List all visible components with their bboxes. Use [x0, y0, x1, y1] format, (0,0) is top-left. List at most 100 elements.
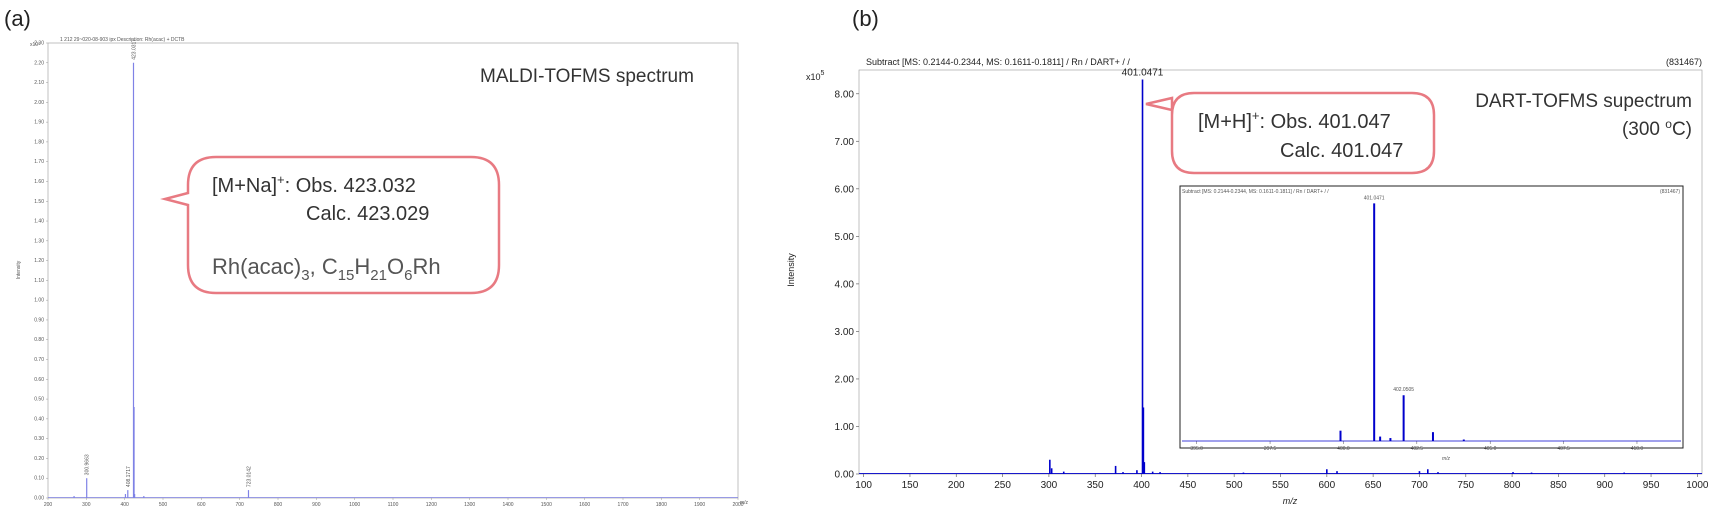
x-tick-label: 1900 [694, 502, 705, 508]
x-tick-label: 300 [1041, 480, 1058, 491]
y-tick-label: 2.00 [835, 374, 855, 385]
peak-label: 723.0142 [246, 466, 252, 487]
panel-b-label: (b) [852, 6, 879, 31]
panel-a-callout-line1: [M+Na]+: Obs. 423.032 [212, 172, 416, 197]
panel-b-peaks [859, 79, 1702, 474]
x-tick-label: 850 [1550, 480, 1567, 491]
panel-a-exponent: x10³ [30, 42, 40, 48]
y-tick-label: 8.00 [835, 89, 855, 100]
x-tick-label: 1800 [656, 502, 667, 508]
y-tick-label: 1.90 [34, 120, 44, 126]
inset-x-tick-label: 397.5 [1264, 446, 1277, 452]
panel-b-x-ticks: 100 150 200 250 300 350 400 450 500 550 600 650 700 7… [855, 474, 1709, 491]
y-tick-label: 2.30 [34, 41, 44, 47]
x-tick-label: 1300 [464, 502, 475, 508]
panel-b-title-line1: DART-TOFMS supectrum [1475, 91, 1692, 112]
peak-label: 300.9663 [85, 454, 91, 475]
y-tick-label: 1.70 [34, 159, 44, 165]
inset-x-tick-label: 395.0 [1190, 446, 1203, 452]
peak-label: 401.0471 [1122, 68, 1164, 79]
x-tick-label: 800 [274, 502, 283, 508]
panel-b-header-id: (831467) [1666, 57, 1702, 67]
x-tick-label: 450 [1180, 480, 1197, 491]
panel-a-x-ticks: 200 300 400 500 600 700 800 900 1000 1100 1200 1300… [44, 498, 744, 508]
panel-a-title: MALDI-TOFMS spectrum [480, 66, 694, 87]
panel-b-callout-bubble [1145, 91, 1436, 175]
inset-peak-labels: 401.0471 402.0505 [1364, 195, 1415, 393]
inset-peak-label: 401.0471 [1364, 195, 1385, 201]
y-tick-label: 0.40 [34, 416, 44, 422]
x-tick-label: 800 [1504, 480, 1521, 491]
panel-a-callout: [M+Na]+: Obs. 423.032 Calc. 423.029 Rh(a… [160, 155, 501, 295]
y-tick-label: 5.00 [835, 232, 855, 243]
panel-a-y-ticks: 0.00 0.10 0.20 0.30 0.40 0.50 0.60 0.70 0.80 0.90… [34, 41, 48, 502]
inset-x-tick-label: 407.5 [1557, 446, 1570, 452]
x-tick-label: 400 [1133, 480, 1150, 491]
x-tick-label: 750 [1457, 480, 1474, 491]
x-tick-label: 100 [855, 480, 872, 491]
x-tick-label: 2000 [732, 502, 743, 508]
x-tick-label: 400 [120, 502, 129, 508]
x-tick-label: 200 [44, 502, 53, 508]
x-tick-label: 900 [1596, 480, 1613, 491]
panel-b-title-line2: (300 oC) [1622, 117, 1692, 140]
x-tick-label: 1600 [579, 502, 590, 508]
y-tick-label: 1.10 [34, 278, 44, 284]
panel-b-callout-line1: [M+H]+: Obs. 401.047 [1198, 108, 1391, 133]
x-tick-label: 150 [902, 480, 919, 491]
y-tick-label: 2.00 [34, 100, 44, 106]
y-tick-label: 1.40 [34, 219, 44, 225]
inset-x-tick-label: 400.0 [1337, 446, 1350, 452]
y-tick-label: 3.00 [835, 327, 855, 338]
y-tick-label: 0.80 [34, 337, 44, 343]
inset-header-id: (831467) [1660, 189, 1680, 195]
y-tick-label: 0.70 [34, 357, 44, 363]
x-tick-label: 500 [159, 502, 168, 508]
y-tick-label: 0.60 [34, 377, 44, 383]
x-tick-label: 250 [994, 480, 1011, 491]
x-tick-label: 700 [1411, 480, 1428, 491]
panel-a-ylabel: Intensity [16, 260, 22, 279]
inset-x-tick-label: 410.0 [1631, 446, 1644, 452]
peak-label: 423.0317 [131, 39, 137, 60]
y-tick-label: 6.00 [835, 184, 855, 195]
peak-label: 408.1717 [126, 466, 132, 487]
panel-a-callout-formula: Rh(acac)3, C15H21O6Rh [212, 254, 441, 284]
inset-peak-label: 402.0505 [1393, 387, 1414, 393]
x-tick-label: 650 [1365, 480, 1382, 491]
y-tick-label: 4.00 [835, 279, 855, 290]
x-tick-label: 900 [312, 502, 321, 508]
y-tick-label: 0.30 [34, 436, 44, 442]
x-tick-label: 700 [235, 502, 244, 508]
panel-b-exponent: x105 [806, 70, 825, 82]
x-tick-label: 200 [948, 480, 965, 491]
y-tick-label: 1.50 [34, 199, 44, 205]
y-tick-label: 2.10 [34, 80, 44, 86]
y-tick-label: 7.00 [835, 137, 855, 148]
inset-x-tick-label: 405.0 [1484, 446, 1497, 452]
inset-xlabel: m/z [1442, 456, 1451, 462]
y-tick-label: 1.00 [34, 298, 44, 304]
panel-a-peaks [48, 62, 738, 498]
y-tick-label: 1.20 [34, 258, 44, 264]
y-tick-label: 1.60 [34, 179, 44, 185]
y-tick-label: 0.50 [34, 397, 44, 403]
panel-b-ylabel: Intensity [786, 253, 796, 287]
x-tick-label: 600 [1318, 480, 1335, 491]
panel-a-xunit: m/z [740, 500, 749, 506]
x-tick-label: 300 [82, 502, 91, 508]
panel-a-header: 1 212 29~020-08-903 ipx Description: Rh(… [60, 37, 185, 43]
panel-b-callout-line2: Calc. 401.047 [1280, 140, 1403, 162]
y-tick-label: 0.00 [34, 496, 44, 502]
x-tick-label: 950 [1643, 480, 1660, 491]
x-tick-label: 500 [1226, 480, 1243, 491]
inset-frame [1179, 185, 1684, 449]
panel-a-peak-labels: 300.9663 408.1717 423.0317 723.0142 [85, 39, 253, 487]
inset-peaks [1182, 203, 1681, 442]
y-tick-label: 0.90 [34, 317, 44, 323]
x-tick-label: 1000 [349, 502, 360, 508]
inset-x-tick-label: 402.5 [1411, 446, 1424, 452]
y-tick-label: 1.30 [34, 238, 44, 244]
panel-b-inset: Subtract [MS: 0.2144-0.2344, MS: 0.1611-… [1179, 185, 1684, 462]
